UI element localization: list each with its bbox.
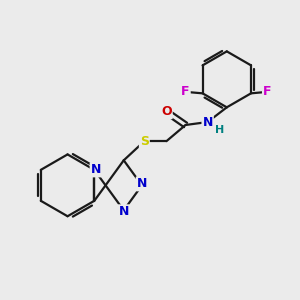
Text: O: O (161, 105, 172, 118)
Text: N: N (202, 116, 213, 128)
Text: H: H (215, 125, 225, 135)
Text: N: N (137, 177, 147, 190)
Text: F: F (181, 85, 190, 98)
Text: N: N (118, 205, 129, 218)
Text: N: N (91, 164, 101, 176)
Text: S: S (140, 135, 149, 148)
Text: F: F (263, 85, 272, 98)
